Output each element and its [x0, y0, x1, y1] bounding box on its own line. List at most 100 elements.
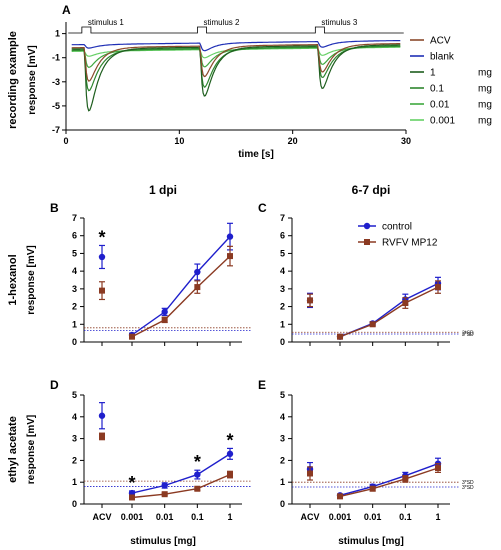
- data-point-rvfv: [99, 287, 105, 294]
- y-tick-label-a: -1: [52, 53, 60, 63]
- legend-unit-3: mg: [478, 84, 492, 95]
- side-label-a: recording example: [7, 31, 19, 129]
- x-tick-label: 0.01: [156, 512, 174, 522]
- y-tick-label: 0: [280, 337, 285, 347]
- y-tick-label: 3: [280, 434, 285, 444]
- data-point-rvfv: [99, 433, 105, 440]
- y-tick-label: 3: [72, 434, 77, 444]
- y-tick-label: 7: [72, 213, 77, 223]
- panel-letter-d: D: [50, 378, 59, 392]
- legend-label: control: [382, 222, 412, 233]
- y-tick-label: 7: [280, 213, 285, 223]
- y-tick-label: 0: [72, 337, 77, 347]
- data-point-rvfv: [435, 284, 441, 291]
- y-tick-label: 5: [280, 390, 285, 400]
- significance-star: *: [226, 430, 233, 450]
- side-label-d: ethyl acetate: [7, 416, 19, 483]
- y-tick-label-a: -3: [52, 77, 60, 87]
- x-tick-label: ACV: [300, 512, 319, 522]
- x-tick-label-a: 10: [174, 136, 184, 146]
- y-axis-label-d: response [mV]: [26, 415, 37, 484]
- panel-letter-b: B: [50, 201, 59, 215]
- sd-label-0: 3*SD: [462, 330, 474, 336]
- x-tick-label: 0.1: [399, 512, 412, 522]
- legend-label-3: 0.1: [430, 84, 444, 95]
- series-line-rvfv: [131, 473, 231, 499]
- y-tick-label: 2: [280, 302, 285, 312]
- series-line-control: [339, 282, 439, 338]
- x-tick-label-a: 30: [401, 136, 411, 146]
- stimulus-label-1: stimulus 1: [88, 18, 125, 27]
- y-axis-label-a: response [mV]: [27, 45, 38, 114]
- legend-unit-2: mg: [478, 68, 492, 79]
- data-point-rvfv: [402, 300, 409, 307]
- data-point-rvfv: [307, 297, 313, 304]
- legend-unit-5: mg: [478, 116, 492, 127]
- y-tick-label: 4: [72, 266, 77, 276]
- series-line-rvfv: [339, 467, 439, 498]
- data-point-rvfv: [337, 493, 343, 500]
- series-line-rvfv: [131, 255, 231, 338]
- data-point-rvfv: [161, 316, 168, 323]
- data-point-rvfv: [194, 284, 201, 291]
- data-point-rvfv: [307, 470, 313, 477]
- legend-label-2: 1: [430, 68, 436, 79]
- x-tick-label: 1: [227, 512, 232, 522]
- x-tick-label-a: 0: [63, 136, 68, 146]
- x-tick-label-a: 20: [288, 136, 298, 146]
- legend-unit-4: mg: [478, 100, 492, 111]
- y-tick-label: 5: [280, 248, 285, 258]
- y-tick-label: 1: [280, 477, 285, 487]
- trace-0-1: [71, 45, 401, 92]
- series-line-rvfv: [339, 286, 439, 338]
- legend-marker: [363, 222, 371, 230]
- y-tick-label: 0: [280, 499, 285, 509]
- data-point-control: [161, 308, 168, 316]
- y-tick-label: 2: [72, 302, 77, 312]
- data-point-rvfv: [402, 475, 409, 482]
- significance-star: *: [194, 452, 201, 472]
- sd-label-1: 3*SD: [462, 332, 474, 338]
- data-point-rvfv: [227, 253, 233, 260]
- y-tick-label-a: -7: [52, 125, 60, 135]
- y-tick-label-a: -5: [52, 101, 60, 111]
- sd-label-0: 3*SD: [462, 480, 474, 486]
- x-axis-label-e: stimulus [mg]: [338, 536, 404, 547]
- y-tick-label: 0: [72, 499, 77, 509]
- series-line-control: [131, 453, 231, 494]
- x-axis-label-a: time [s]: [238, 149, 274, 160]
- data-point-control: [161, 482, 168, 489]
- column-title-b: 1 dpi: [149, 183, 177, 197]
- y-tick-label: 3: [280, 284, 285, 294]
- y-tick-label-a: 1: [55, 29, 60, 39]
- data-point-rvfv: [369, 321, 376, 328]
- legend-label: RVFV MP12: [382, 238, 438, 249]
- data-point-rvfv: [227, 471, 233, 478]
- trace-ACV: [71, 43, 401, 82]
- data-point-rvfv: [194, 485, 201, 492]
- legend-marker: [364, 239, 370, 245]
- panel-letter-a: A: [62, 3, 71, 17]
- y-tick-label: 6: [280, 231, 285, 241]
- data-point-control: [226, 450, 234, 458]
- significance-star: *: [128, 473, 135, 493]
- data-point-rvfv: [435, 465, 441, 472]
- legend-label-1: blank: [430, 52, 455, 63]
- x-axis-label-d: stimulus [mg]: [130, 536, 196, 547]
- data-point-control: [194, 471, 201, 478]
- y-tick-label: 4: [72, 412, 77, 422]
- data-point-rvfv: [129, 333, 135, 340]
- data-point-rvfv: [161, 491, 168, 498]
- y-tick-label: 2: [72, 455, 77, 465]
- y-tick-label: 6: [72, 231, 77, 241]
- series-line-control: [131, 236, 231, 336]
- y-tick-label: 3: [72, 284, 77, 294]
- x-tick-label: 0.01: [364, 512, 382, 522]
- trace-blank: [71, 40, 401, 52]
- significance-star: *: [98, 227, 105, 247]
- data-point-control: [98, 253, 106, 261]
- series-line-control: [339, 463, 439, 496]
